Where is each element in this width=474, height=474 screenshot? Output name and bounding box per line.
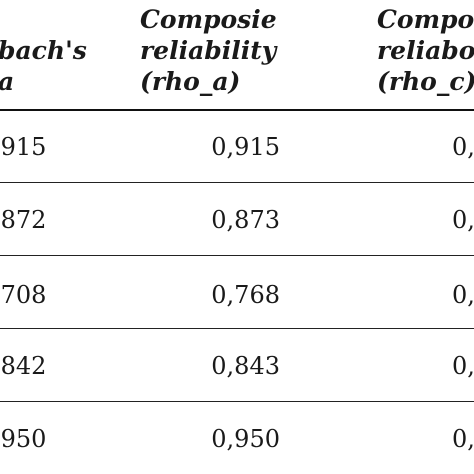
header-line: (rho_c) <box>377 67 474 96</box>
header-line: bach's <box>0 36 87 65</box>
row-divider <box>0 255 474 256</box>
cell-rho-a: 0,915 <box>211 133 280 161</box>
row-divider <box>0 328 474 329</box>
header-divider <box>0 109 474 111</box>
cell-cronbach-alpha: ,915 <box>0 133 47 161</box>
cell-rho-a: 0,843 <box>211 352 280 380</box>
cell-rho-a: 0,873 <box>211 206 280 234</box>
header-line: Composie <box>140 5 277 34</box>
cell-rho-c: 0, <box>452 281 474 309</box>
cell-rho-c: 0, <box>452 425 474 453</box>
header-line: reliabo <box>377 36 474 65</box>
cell-cronbach-alpha: ,708 <box>0 281 47 309</box>
header-line: reliability <box>140 36 277 65</box>
header-line: (rho_a) <box>140 67 241 96</box>
cell-rho-a: 0,950 <box>211 425 280 453</box>
header-cronbachs-alpha: bach's a <box>0 35 87 97</box>
cell-cronbach-alpha: ,842 <box>0 352 47 380</box>
header-line: Compos <box>377 5 474 34</box>
row-divider <box>0 401 474 402</box>
row-divider <box>0 182 474 183</box>
cell-rho-c: 0, <box>452 206 474 234</box>
header-composite-reliability-rho-c: Compos reliabo (rho_c) <box>377 4 474 97</box>
cell-cronbach-alpha: ,872 <box>0 206 47 234</box>
header-composite-reliability-rho-a: Composie reliability (rho_a) <box>140 4 277 97</box>
cell-rho-c: 0, <box>452 133 474 161</box>
header-line: a <box>0 66 87 97</box>
cell-cronbach-alpha: ,950 <box>0 425 47 453</box>
cell-rho-c: 0, <box>452 352 474 380</box>
cell-rho-a: 0,768 <box>211 281 280 309</box>
